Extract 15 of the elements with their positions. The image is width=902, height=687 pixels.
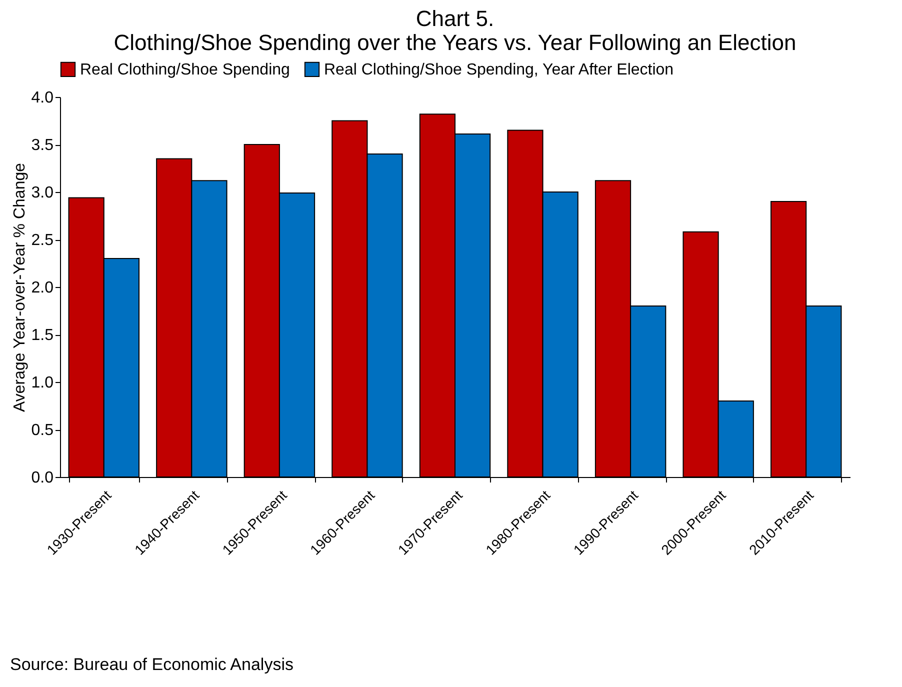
text: Chart 5. <box>416 6 494 31</box>
y-tick-label: 0.5 <box>31 422 54 439</box>
y-tick-label: 3.5 <box>31 137 54 154</box>
y-tick-label: 2.5 <box>31 232 54 249</box>
legend-label: Real Clothing/Shoe Spending, Year After Election <box>324 61 674 78</box>
legend-label: Real Clothing/Shoe Spending <box>80 61 290 78</box>
y-tick-label: 1.5 <box>31 327 54 344</box>
y-tick-label: 2.0 <box>31 280 54 296</box>
y-tick-label: 3.0 <box>31 184 54 202</box>
y-tick-label: 4.0 <box>31 90 54 106</box>
y-tick-label: 1.0 <box>31 374 54 392</box>
y-tick-label: 0.0 <box>31 470 54 486</box>
text: Clothing/Shoe Spending over the Years vs. Year Following an Election <box>114 30 796 55</box>
source-note: Source: Bureau of Economic Analysis <box>10 655 294 675</box>
y-axis-title: Average Year-over-Year % Change <box>11 162 28 412</box>
